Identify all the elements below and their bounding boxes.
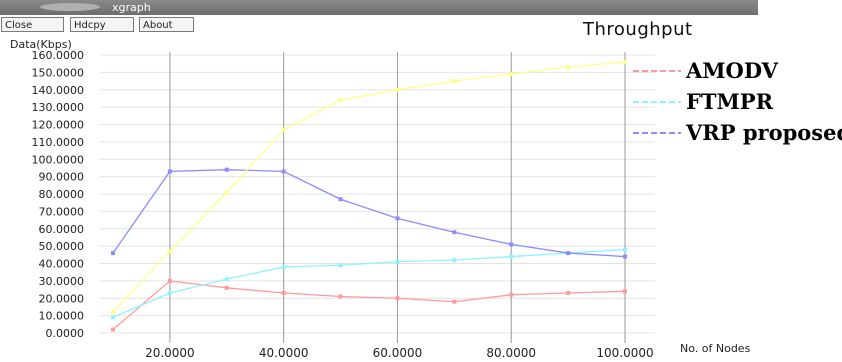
data-point-ftmpr [111, 315, 115, 320]
legend: AMODV FTMPR VRP proposed [633, 58, 842, 145]
y-tick-label: 110.0000 [32, 136, 85, 149]
y-tick-label: 20.0000 [39, 292, 85, 305]
data-point-unlabeled [338, 98, 343, 103]
y-tick-labels: 0.0000 10.0000 20.0000 30.0000 40.0000 50.000… [32, 49, 85, 340]
series-line-ftmpr [112, 248, 626, 318]
y-tick-label: 60.0000 [39, 223, 85, 236]
y-tick-label: 10.0000 [39, 310, 85, 323]
data-point-unlabeled [111, 310, 115, 315]
window-title: xgraph [112, 1, 151, 14]
data-point-vrp-proposed [338, 197, 343, 202]
data-point-amodv [452, 299, 457, 304]
y-tick-label: 90.0000 [39, 171, 85, 184]
data-point-vrp-proposed [509, 242, 514, 247]
data-point-vrp-proposed [281, 169, 286, 174]
data-point-ftmpr [452, 258, 457, 263]
data-point-amodv [623, 289, 627, 294]
y-tick-label: 0.0000 [46, 327, 85, 340]
data-point-unlabeled [566, 65, 571, 70]
x-tick-label: 20.0000 [145, 346, 195, 360]
data-point-unlabeled [452, 79, 457, 84]
data-point-ftmpr [395, 259, 400, 264]
series-line-unlabeled [112, 61, 626, 313]
data-point-amodv [167, 278, 172, 283]
data-point-amodv [509, 292, 514, 297]
data-point-vrp-proposed [623, 254, 627, 259]
hardcopy-button[interactable]: Hdcpy [70, 17, 134, 32]
window-titlebar: xgraph [0, 0, 758, 15]
data-point-amodv [111, 327, 115, 332]
legend-label-amodv: AMODV [685, 58, 779, 83]
x-tick-labels: 20.0000 40.0000 60.0000 80.0000 100.0000 [145, 346, 654, 360]
data-point-vrp-proposed [566, 251, 571, 256]
data-point-ftmpr [224, 277, 229, 282]
y-tick-label: 140.0000 [32, 84, 85, 97]
data-point-ftmpr [623, 247, 627, 252]
data-point-amodv [395, 296, 400, 301]
data-point-amodv [566, 291, 571, 296]
series-line-vrp-proposed [112, 169, 626, 258]
x-tick-label: 100.0000 [596, 346, 653, 360]
data-point-ftmpr [167, 291, 172, 296]
series-line-amodv [112, 280, 626, 331]
y-tick-label: 160.0000 [32, 49, 85, 62]
app-logo-icon [40, 3, 100, 11]
chart-title: Throughput [583, 19, 693, 40]
legend-label-vrp-proposed: VRP proposed [685, 120, 842, 145]
data-point-vrp-proposed [452, 230, 457, 235]
grid-lines [100, 52, 655, 343]
data-point-amodv [281, 291, 286, 296]
data-point-unlabeled [623, 59, 627, 64]
data-point-vrp-proposed [167, 169, 172, 174]
data-point-unlabeled [509, 72, 514, 77]
data-point-amodv [338, 294, 343, 299]
legend-label-ftmpr: FTMPR [686, 89, 774, 114]
y-tick-label: 150.0000 [32, 66, 85, 79]
x-tick-label: 40.0000 [259, 346, 309, 360]
data-point-amodv [224, 285, 229, 290]
data-point-unlabeled [224, 190, 229, 195]
data-point-unlabeled [281, 127, 286, 132]
data-point-vrp-proposed [111, 251, 115, 256]
y-axis-label: Data(Kbps) [10, 38, 72, 51]
data-point-ftmpr [509, 254, 514, 259]
data-point-ftmpr [281, 264, 286, 269]
x-axis-label: No. of Nodes [680, 342, 751, 355]
x-tick-label: 60.0000 [373, 346, 423, 360]
about-button[interactable]: About [139, 17, 194, 32]
y-tick-label: 30.0000 [39, 275, 85, 288]
x-tick-label: 80.0000 [486, 346, 536, 360]
data-point-unlabeled [167, 249, 172, 254]
y-tick-label: 50.0000 [39, 240, 85, 253]
y-tick-label: 80.0000 [39, 188, 85, 201]
y-tick-label: 100.0000 [32, 153, 85, 166]
close-button[interactable]: Close [1, 17, 64, 32]
y-tick-label: 130.0000 [32, 101, 85, 114]
data-point-unlabeled [395, 87, 400, 92]
data-point-ftmpr [338, 263, 343, 268]
y-tick-label: 40.0000 [39, 258, 85, 271]
data-point-vrp-proposed [224, 167, 229, 172]
y-tick-label: 120.0000 [32, 119, 85, 132]
data-series [111, 59, 627, 332]
y-tick-label: 70.0000 [39, 205, 85, 218]
data-point-vrp-proposed [395, 216, 400, 221]
